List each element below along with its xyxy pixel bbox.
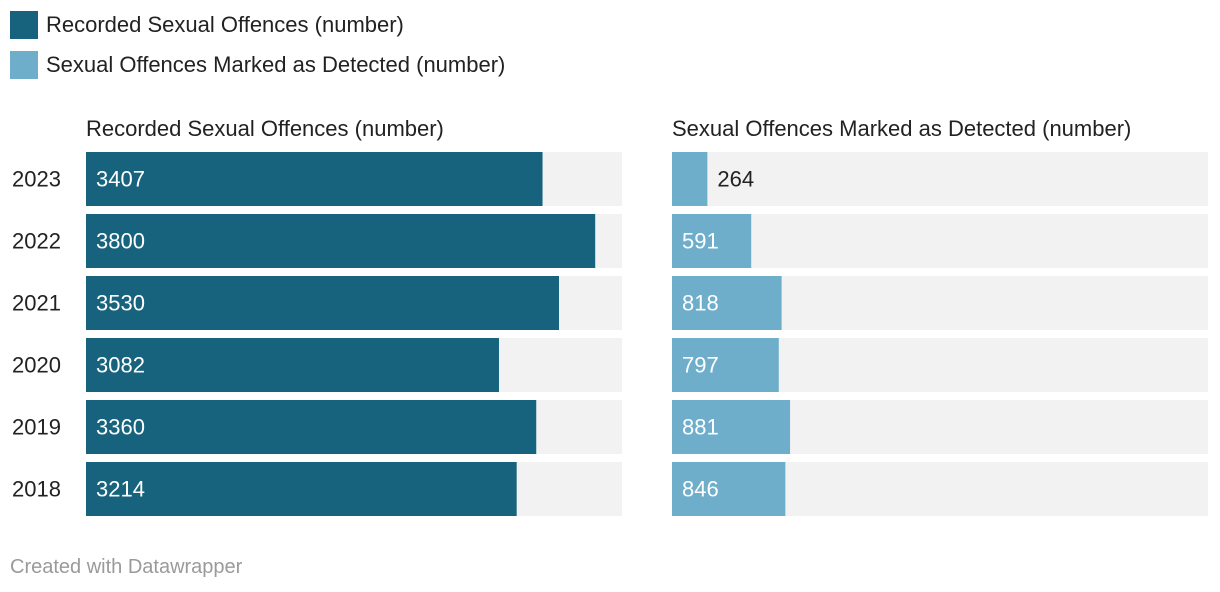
value-label-detected-2021: 818 (682, 291, 719, 316)
panel-title-recorded: Recorded Sexual Offences (number) (86, 116, 444, 141)
bar-detected-2020 (672, 338, 779, 392)
value-label-recorded-2022: 3800 (96, 229, 145, 254)
bar-track-detected-2022 (672, 214, 1208, 268)
value-label-detected-2020: 797 (682, 353, 719, 378)
bar-detected-2018 (672, 462, 786, 516)
value-label-recorded-2019: 3360 (96, 415, 145, 440)
category-label-2022: 2022 (12, 229, 61, 254)
legend-label-detected: Sexual Offences Marked as Detected (numb… (46, 52, 506, 77)
value-label-recorded-2018: 3214 (96, 477, 145, 502)
chart-legend: Recorded Sexual Offences (number) Sexual… (10, 10, 505, 90)
bar-recorded-2023 (86, 152, 543, 206)
bar-recorded-2019 (86, 400, 537, 454)
value-label-recorded-2023: 3407 (96, 167, 145, 192)
bar-recorded-2021 (86, 276, 560, 330)
bar-recorded-2020 (86, 338, 499, 392)
category-label-2019: 2019 (12, 415, 61, 440)
bar-detected-2019 (672, 400, 791, 454)
panel-title-detected: Sexual Offences Marked as Detected (numb… (672, 116, 1131, 141)
bar-detected-2021 (672, 276, 782, 330)
bar-recorded-2022 (86, 214, 596, 268)
value-label-detected-2023: 264 (717, 167, 754, 192)
legend-item-recorded: Recorded Sexual Offences (number) (10, 10, 505, 40)
value-label-recorded-2020: 3082 (96, 353, 145, 378)
category-label-2023: 2023 (12, 167, 61, 192)
value-label-detected-2018: 846 (682, 477, 719, 502)
value-label-detected-2022: 591 (682, 229, 719, 254)
category-label-2021: 2021 (12, 291, 61, 316)
value-label-detected-2019: 881 (682, 415, 719, 440)
bar-detected-2023 (672, 152, 708, 206)
legend-label-recorded: Recorded Sexual Offences (number) (46, 12, 404, 37)
bar-recorded-2018 (86, 462, 517, 516)
legend-swatch-recorded (10, 11, 38, 39)
legend-item-detected: Sexual Offences Marked as Detected (numb… (10, 50, 505, 80)
footer-credit: Created with Datawrapper (10, 556, 243, 578)
bar-detected-2022 (672, 214, 752, 268)
value-label-recorded-2021: 3530 (96, 291, 145, 316)
legend-swatch-detected (10, 51, 38, 79)
split-bar-chart: 2023 2022 2021 2020 2019 2018 Recorded Sexual … (12, 116, 1208, 516)
category-label-2020: 2020 (12, 353, 61, 378)
bar-track-detected-2023 (672, 152, 1208, 206)
category-label-2018: 2018 (12, 477, 61, 502)
